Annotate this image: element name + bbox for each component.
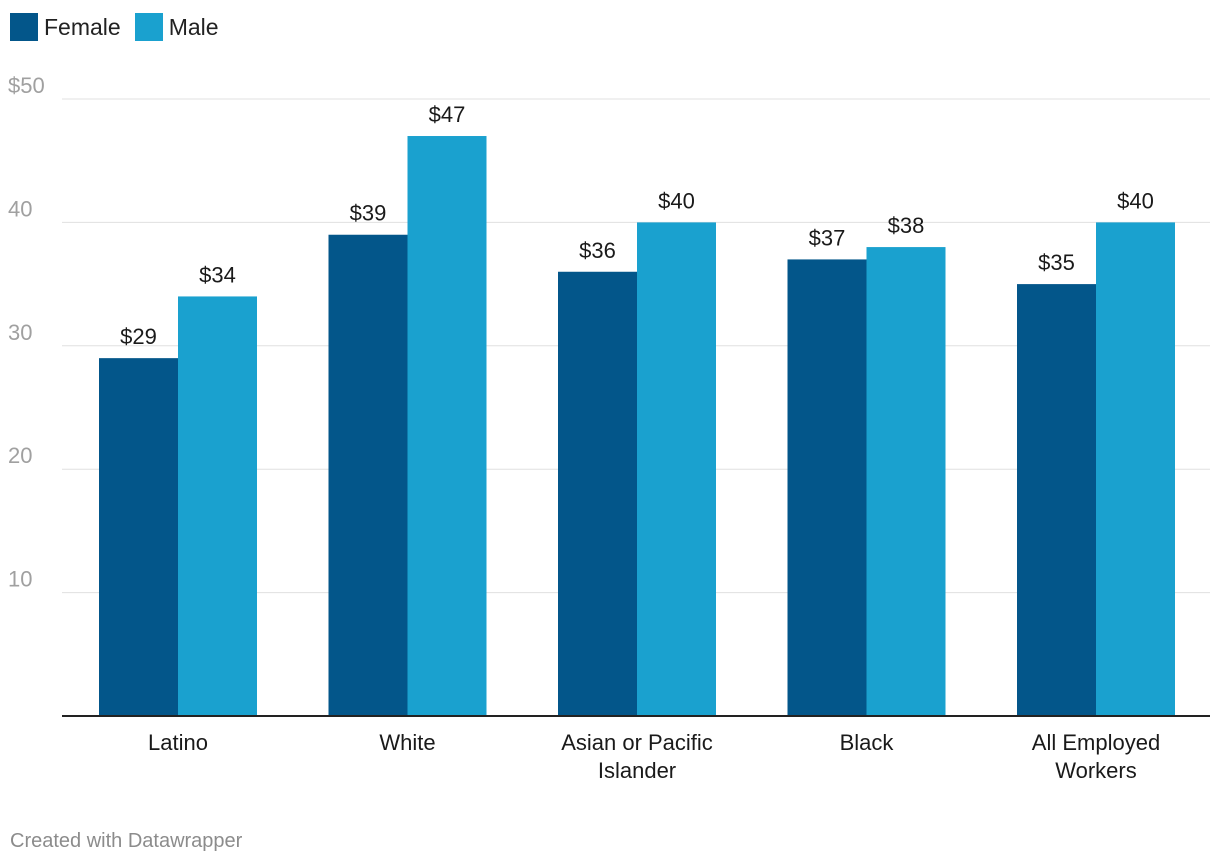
x-tick-label: All Employed Workers [1032,730,1160,783]
data-label: $39 [350,201,387,226]
bar-male [866,247,946,716]
y-tick-label: $50 [8,73,45,98]
bar-female [328,234,408,717]
legend-label-male: Male [168,14,219,40]
bar-male [637,222,716,716]
y-tick-label: 40 [8,196,32,221]
bar-male [407,136,487,716]
legend-item-female: Female [10,12,121,42]
legend-label-female: Female [44,14,121,40]
legend-swatch-female [10,13,38,41]
x-tick-label-line: Asian or Pacific [561,730,713,755]
data-label: $37 [809,225,846,250]
data-label: $36 [579,238,616,263]
data-label: $38 [888,213,925,238]
x-tick-label-line: Workers [1055,758,1137,783]
x-tick-label: Black [840,730,895,755]
x-tick-label-line: All Employed [1032,730,1160,755]
data-label: $40 [1117,188,1154,213]
bar-female [558,271,637,716]
footer-credit: Created with Datawrapper [10,830,243,852]
bar-male [1096,222,1175,716]
y-tick-label: 30 [8,320,32,345]
data-label: $35 [1038,250,1075,275]
data-label: $34 [199,262,236,287]
x-tick-label: Latino [148,730,208,755]
x-tick-label-line: White [379,730,435,755]
x-tick-label: Asian or Pacific Islander [561,730,713,783]
y-tick-label: 10 [8,567,32,592]
x-tick-label: White [379,730,435,755]
data-label: $47 [429,102,466,127]
x-tick-label-line: Latino [148,730,208,755]
bar-female [99,358,178,716]
bar-female [1017,284,1096,716]
data-label: $40 [658,188,695,213]
x-tick-label-line: Black [840,730,895,755]
legend-swatch-male [134,13,163,41]
data-label: $29 [120,324,157,349]
bar-male [178,296,257,716]
x-tick-label-line: Islander [598,758,676,783]
bar-chart: 10 20 30 40 $50 $29 $34 Latino $39 $47 White $36 $40… [8,73,1210,783]
bar-female [787,259,867,716]
legend-item-male: Male [134,12,219,42]
y-tick-label: 20 [8,443,32,468]
chart-legend: Female Male [10,12,219,42]
